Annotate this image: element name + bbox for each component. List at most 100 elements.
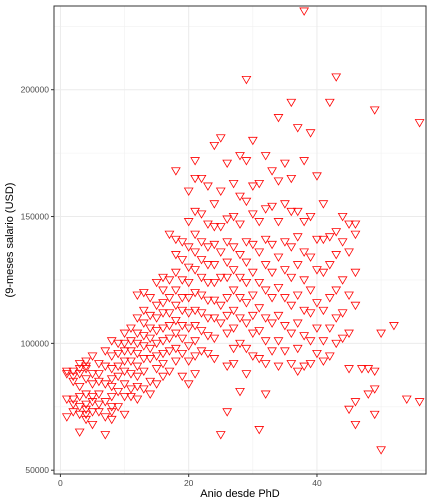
data-point bbox=[74, 393, 85, 402]
data-point bbox=[331, 251, 342, 260]
data-point bbox=[119, 393, 130, 402]
data-point bbox=[119, 329, 130, 338]
y-tick-label: 100000 bbox=[21, 338, 50, 348]
data-point bbox=[324, 233, 335, 242]
x-axis: 0 20 40 bbox=[58, 474, 322, 488]
data-point bbox=[273, 311, 284, 321]
data-point bbox=[209, 141, 220, 151]
data-point bbox=[356, 365, 367, 374]
y-tick-label: 50000 bbox=[25, 465, 49, 475]
data-point bbox=[74, 403, 85, 412]
data-point bbox=[164, 347, 175, 356]
data-point bbox=[106, 403, 117, 412]
data-point bbox=[158, 360, 168, 369]
data-point bbox=[331, 286, 342, 295]
data-point bbox=[318, 235, 329, 245]
data-point bbox=[337, 276, 348, 285]
data-point bbox=[267, 319, 277, 328]
data-point bbox=[215, 134, 226, 143]
data-point bbox=[68, 395, 79, 404]
data-point bbox=[68, 377, 79, 387]
data-point bbox=[170, 167, 181, 176]
data-point bbox=[74, 360, 85, 369]
data-point bbox=[318, 306, 329, 316]
data-point bbox=[151, 380, 162, 389]
data-point bbox=[158, 349, 168, 359]
data-point bbox=[350, 268, 361, 278]
data-point bbox=[61, 395, 72, 404]
data-point bbox=[312, 266, 322, 275]
data-point bbox=[190, 248, 201, 257]
data-point bbox=[350, 220, 361, 229]
data-point bbox=[260, 360, 271, 369]
data-point bbox=[389, 322, 399, 331]
data-point bbox=[292, 261, 303, 270]
data-point bbox=[286, 329, 297, 338]
data-point bbox=[196, 210, 207, 219]
data-point bbox=[164, 276, 175, 285]
x-tick-label: 20 bbox=[184, 478, 194, 488]
data-point bbox=[177, 334, 188, 344]
data-point bbox=[305, 286, 316, 295]
data-point bbox=[138, 332, 149, 341]
data-point bbox=[286, 207, 297, 217]
data-point bbox=[177, 276, 188, 285]
data-point bbox=[87, 370, 98, 379]
data-point bbox=[292, 367, 303, 377]
data-point bbox=[145, 344, 156, 354]
data-point bbox=[241, 238, 252, 247]
data-point bbox=[228, 324, 239, 333]
data-point bbox=[164, 367, 175, 377]
y-tick-label: 200000 bbox=[21, 85, 50, 95]
data-point bbox=[318, 337, 329, 346]
data-point bbox=[74, 370, 85, 379]
data-point bbox=[279, 266, 290, 275]
data-point bbox=[151, 327, 162, 336]
data-point bbox=[324, 98, 335, 108]
data-point bbox=[87, 393, 98, 402]
data-point bbox=[222, 294, 233, 303]
data-point bbox=[215, 248, 226, 257]
data-point bbox=[203, 182, 213, 191]
data-point bbox=[126, 357, 136, 366]
data-point bbox=[203, 296, 213, 306]
data-point bbox=[164, 309, 175, 318]
data-point bbox=[350, 398, 361, 407]
data-point bbox=[292, 291, 303, 300]
data-point bbox=[215, 187, 226, 196]
data-point bbox=[235, 251, 245, 260]
data-point bbox=[209, 200, 220, 209]
data-point bbox=[305, 360, 316, 369]
data-point bbox=[132, 372, 143, 382]
data-point bbox=[113, 372, 124, 382]
data-point bbox=[119, 339, 130, 349]
data-point bbox=[138, 306, 149, 316]
data-point bbox=[106, 393, 117, 402]
data-point bbox=[113, 349, 124, 359]
data-point bbox=[222, 238, 233, 247]
data-point bbox=[138, 319, 149, 328]
data-point bbox=[279, 159, 290, 169]
data-point bbox=[247, 291, 258, 300]
data-point bbox=[376, 446, 387, 455]
data-point bbox=[299, 332, 310, 341]
data-point bbox=[267, 268, 277, 278]
data-point bbox=[279, 322, 290, 331]
data-point bbox=[196, 327, 207, 336]
data-point bbox=[61, 367, 72, 377]
data-point bbox=[350, 230, 361, 240]
data-point bbox=[286, 301, 297, 311]
data-point bbox=[158, 372, 168, 382]
data-point bbox=[260, 314, 271, 323]
data-point bbox=[100, 431, 111, 440]
data-point bbox=[68, 408, 79, 417]
data-point bbox=[324, 352, 335, 361]
data-point bbox=[164, 294, 175, 303]
data-point bbox=[183, 278, 194, 288]
data-point bbox=[247, 352, 258, 361]
data-point bbox=[93, 390, 104, 399]
data-point bbox=[126, 393, 136, 402]
data-point bbox=[279, 294, 290, 303]
data-point bbox=[81, 410, 91, 420]
data-point bbox=[299, 362, 310, 371]
